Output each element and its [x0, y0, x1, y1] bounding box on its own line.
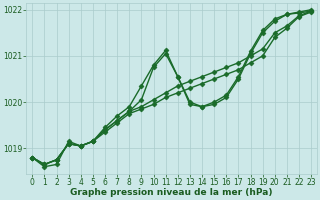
X-axis label: Graphe pression niveau de la mer (hPa): Graphe pression niveau de la mer (hPa) [70, 188, 273, 197]
